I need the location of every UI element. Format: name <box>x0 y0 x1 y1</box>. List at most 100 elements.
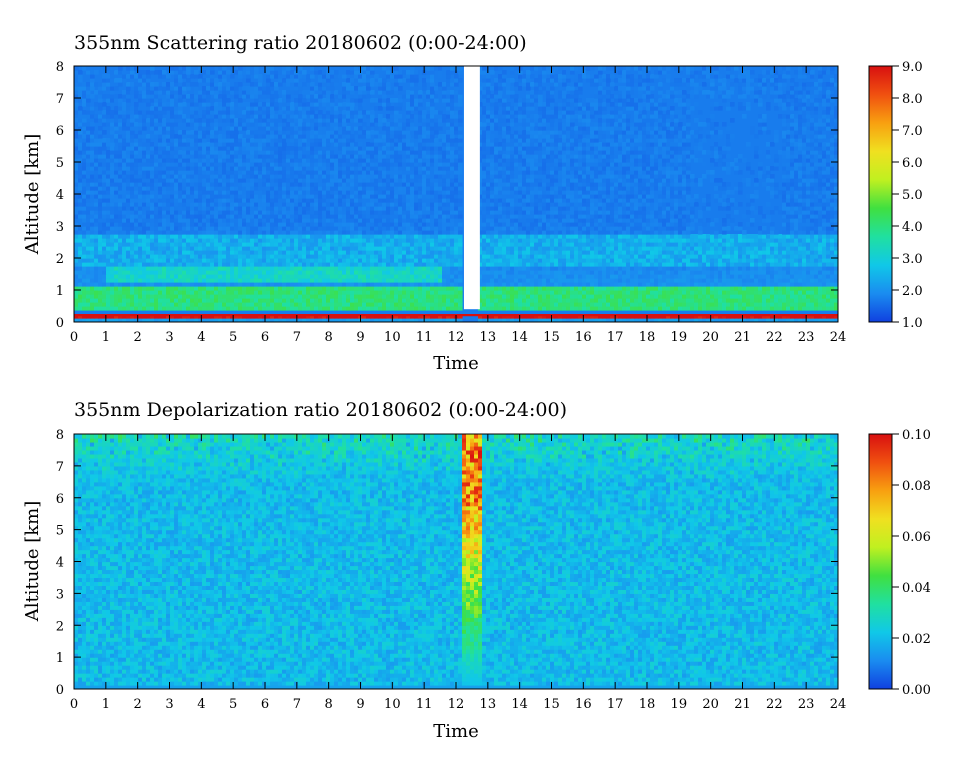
heatmap-cell <box>666 298 671 303</box>
heatmap-cell <box>710 290 715 295</box>
heatmap-cell <box>226 302 231 307</box>
heatmap-cell <box>722 222 727 227</box>
heatmap-cell <box>230 238 235 243</box>
heatmap-cell <box>138 238 143 243</box>
heatmap-cell <box>118 266 123 271</box>
heatmap-cell <box>594 254 599 259</box>
heatmap-cell <box>286 270 291 275</box>
heatmap-cell <box>658 246 663 251</box>
heatmap-cell <box>74 298 79 303</box>
heatmap-cell <box>690 302 695 307</box>
heatmap-cell <box>182 278 187 283</box>
heatmap-cell <box>78 310 83 315</box>
heatmap-cell <box>634 250 639 255</box>
heatmap-cell <box>190 274 195 279</box>
heatmap-cell <box>406 226 411 231</box>
heatmap-cell <box>834 258 838 263</box>
heatmap-cell <box>286 238 291 243</box>
heatmap-cell <box>422 310 427 315</box>
heatmap-cell <box>486 282 491 287</box>
heatmap-cell <box>598 218 603 223</box>
heatmap-cell <box>454 246 459 251</box>
heatmap-cell <box>750 234 755 239</box>
heatmap-cell <box>398 226 403 231</box>
heatmap-cell <box>490 222 495 227</box>
heatmap-cell <box>186 254 191 259</box>
heatmap-cell <box>798 218 803 223</box>
heatmap-cell <box>598 266 603 271</box>
heatmap-cell <box>666 234 671 239</box>
heatmap-cell <box>214 302 219 307</box>
heatmap-cell <box>422 270 427 275</box>
heatmap-cell <box>186 218 191 223</box>
heatmap-cell <box>614 230 619 235</box>
heatmap-cell <box>582 278 587 283</box>
heatmap-cell <box>566 282 571 287</box>
heatmap-cell <box>378 214 383 219</box>
heatmap-cell <box>618 278 623 283</box>
heatmap-cell <box>662 214 667 219</box>
heatmap-cell <box>198 222 203 227</box>
heatmap-cell <box>478 282 483 287</box>
heatmap-cell <box>106 310 111 315</box>
heatmap-cell <box>762 242 767 247</box>
heatmap-cell <box>338 310 343 315</box>
heatmap-cell <box>198 214 203 219</box>
heatmap-cell <box>822 226 827 231</box>
heatmap-cell <box>810 306 815 311</box>
heatmap-cell <box>398 262 403 267</box>
heatmap-cell <box>262 282 267 287</box>
heatmap-cell <box>402 222 407 227</box>
heatmap-cell <box>434 234 439 239</box>
heatmap-cell <box>342 318 347 322</box>
heatmap-cell <box>206 262 211 267</box>
heatmap-cell <box>450 246 455 251</box>
heatmap-cell <box>486 214 491 219</box>
heatmap-cell <box>682 286 687 291</box>
heatmap-cell <box>502 290 507 295</box>
heatmap-cell <box>666 294 671 299</box>
heatmap-cell <box>786 286 791 291</box>
heatmap-cell <box>126 294 131 299</box>
heatmap-cell <box>582 302 587 307</box>
heatmap-cell <box>502 258 507 263</box>
heatmap-cell <box>94 298 99 303</box>
heatmap-cell <box>90 266 95 271</box>
heatmap-cell <box>458 274 463 279</box>
heatmap-cell <box>74 226 79 231</box>
heatmap-cell <box>130 250 135 255</box>
heatmap-cell <box>330 242 335 247</box>
heatmap-cell <box>134 258 139 263</box>
heatmap-cell <box>302 278 307 283</box>
heatmap-cell <box>182 318 187 322</box>
heatmap-cell <box>538 302 543 307</box>
heatmap-cell <box>634 294 639 299</box>
heatmap-cell <box>650 302 655 307</box>
heatmap-cell <box>502 250 507 255</box>
heatmap-cell <box>282 266 287 271</box>
heatmap-cell <box>494 258 499 263</box>
heatmap-cell <box>238 286 243 291</box>
heatmap-cell <box>430 302 435 307</box>
heatmap-cell <box>326 262 331 267</box>
heatmap-cell <box>342 242 347 247</box>
heatmap-cell <box>814 242 819 247</box>
heatmap-cell <box>606 242 611 247</box>
heatmap-cell <box>718 282 723 287</box>
heatmap-cell <box>174 306 179 311</box>
heatmap-cell <box>698 278 703 283</box>
heatmap-cell <box>242 258 247 263</box>
heatmap-cell <box>118 274 123 279</box>
heatmap-cell <box>706 218 711 223</box>
heatmap-cell <box>542 286 547 291</box>
heatmap-cell <box>290 310 295 315</box>
heatmap-cell <box>126 282 131 287</box>
heatmap-cell <box>558 218 563 223</box>
heatmap-cell <box>234 226 239 231</box>
heatmap-cell <box>502 226 507 231</box>
heatmap-cell <box>546 234 551 239</box>
heatmap-cell <box>358 234 363 239</box>
heatmap-cell <box>206 302 211 307</box>
heatmap-cell <box>250 250 255 255</box>
heatmap-cell <box>426 306 431 311</box>
